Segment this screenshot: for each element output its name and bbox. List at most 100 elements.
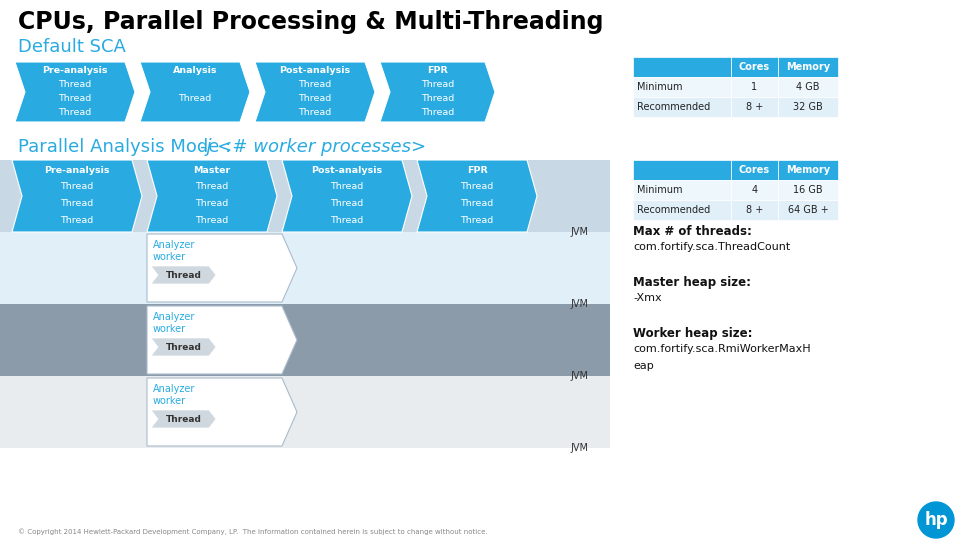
Text: Recommended: Recommended xyxy=(637,205,710,215)
Text: Memory: Memory xyxy=(786,165,830,175)
Bar xyxy=(731,160,778,180)
Polygon shape xyxy=(151,338,216,356)
Text: JVM: JVM xyxy=(570,371,588,381)
Text: Thread: Thread xyxy=(165,342,202,352)
Text: Thread: Thread xyxy=(60,183,94,191)
Text: Post-analysis: Post-analysis xyxy=(311,166,383,174)
Text: © Copyright 2014 Hewlett-Packard Development Company, LP.  The information conta: © Copyright 2014 Hewlett-Packard Develop… xyxy=(18,528,488,535)
Text: Thread: Thread xyxy=(165,415,202,423)
Polygon shape xyxy=(147,306,297,374)
Text: 4 GB: 4 GB xyxy=(796,82,820,92)
Polygon shape xyxy=(147,160,277,232)
Bar xyxy=(731,77,778,97)
Text: Default SCA: Default SCA xyxy=(18,38,126,56)
Text: JVM: JVM xyxy=(570,227,588,237)
Text: FPR: FPR xyxy=(427,66,448,75)
Bar xyxy=(731,97,778,117)
Text: Thread: Thread xyxy=(60,199,94,208)
Text: worker: worker xyxy=(153,252,186,262)
Text: 32 GB: 32 GB xyxy=(793,102,823,112)
Text: Thread: Thread xyxy=(165,271,202,280)
Text: Cores: Cores xyxy=(739,62,770,72)
Bar xyxy=(633,57,731,77)
Text: Thread: Thread xyxy=(59,108,91,117)
Text: Thread: Thread xyxy=(196,216,228,225)
Text: Thread: Thread xyxy=(196,183,228,191)
Text: Post-analysis: Post-analysis xyxy=(279,66,350,75)
Bar xyxy=(778,200,838,220)
Text: -Xmx: -Xmx xyxy=(633,293,661,303)
Polygon shape xyxy=(140,62,250,122)
Text: Analyzer: Analyzer xyxy=(153,240,196,250)
Text: 4: 4 xyxy=(752,185,757,195)
Text: Minimum: Minimum xyxy=(637,82,683,92)
Bar xyxy=(731,180,778,200)
Circle shape xyxy=(918,502,954,538)
Polygon shape xyxy=(255,62,375,122)
Text: Thread: Thread xyxy=(196,199,228,208)
Text: FPR: FPR xyxy=(467,166,488,174)
Bar xyxy=(778,180,838,200)
Bar xyxy=(0,304,610,376)
Text: Analysis: Analysis xyxy=(173,66,217,75)
Bar xyxy=(0,160,610,448)
Text: Analyzer: Analyzer xyxy=(153,384,196,394)
Text: Thread: Thread xyxy=(299,94,331,103)
Polygon shape xyxy=(147,378,297,446)
Text: Thread: Thread xyxy=(299,80,331,89)
Text: 1: 1 xyxy=(752,82,757,92)
Text: Thread: Thread xyxy=(59,94,91,103)
Text: Thread: Thread xyxy=(461,183,493,191)
Polygon shape xyxy=(151,410,216,428)
Text: JVM: JVM xyxy=(570,299,588,309)
Text: Thread: Thread xyxy=(420,108,454,117)
Text: Pre-analysis: Pre-analysis xyxy=(42,66,108,75)
Text: 8 +: 8 + xyxy=(746,102,763,112)
Text: Thread: Thread xyxy=(59,80,91,89)
Text: Thread: Thread xyxy=(461,199,493,208)
Text: Cores: Cores xyxy=(739,165,770,175)
Text: Thread: Thread xyxy=(420,80,454,89)
Bar xyxy=(633,77,731,97)
Bar xyxy=(0,232,610,304)
Text: Worker heap size:: Worker heap size: xyxy=(633,327,753,340)
Text: Analyzer: Analyzer xyxy=(153,312,196,322)
Text: com.fortify.sca.ThreadCount: com.fortify.sca.ThreadCount xyxy=(633,242,790,252)
Text: Thread: Thread xyxy=(179,94,211,103)
Text: -j <# worker processes>: -j <# worker processes> xyxy=(200,138,426,156)
Polygon shape xyxy=(151,266,216,284)
Text: CPUs, Parallel Processing & Multi-Threading: CPUs, Parallel Processing & Multi-Thread… xyxy=(18,10,604,34)
Bar xyxy=(633,180,731,200)
Bar xyxy=(633,200,731,220)
Bar xyxy=(633,97,731,117)
Polygon shape xyxy=(282,160,412,232)
Bar xyxy=(778,97,838,117)
Text: Thread: Thread xyxy=(330,216,364,225)
Text: Max # of threads:: Max # of threads: xyxy=(633,225,752,238)
Bar xyxy=(778,57,838,77)
Text: Thread: Thread xyxy=(330,199,364,208)
Text: hp: hp xyxy=(924,511,948,529)
Text: Recommended: Recommended xyxy=(637,102,710,112)
Text: eap: eap xyxy=(633,361,654,371)
Text: worker: worker xyxy=(153,324,186,334)
Bar xyxy=(778,77,838,97)
Text: Thread: Thread xyxy=(461,216,493,225)
Text: Master heap size:: Master heap size: xyxy=(633,276,751,289)
Text: 16 GB: 16 GB xyxy=(793,185,823,195)
Bar xyxy=(778,160,838,180)
Text: JVM: JVM xyxy=(570,443,588,453)
Text: Thread: Thread xyxy=(60,216,94,225)
Bar xyxy=(0,376,610,448)
Text: 8 +: 8 + xyxy=(746,205,763,215)
Text: com.fortify.sca.RmiWorkerMaxH: com.fortify.sca.RmiWorkerMaxH xyxy=(633,344,810,354)
Bar xyxy=(633,160,731,180)
Polygon shape xyxy=(12,160,142,232)
Text: Thread: Thread xyxy=(330,183,364,191)
Text: Pre-analysis: Pre-analysis xyxy=(44,166,109,174)
Polygon shape xyxy=(417,160,537,232)
Polygon shape xyxy=(15,62,135,122)
Text: Minimum: Minimum xyxy=(637,185,683,195)
Text: worker: worker xyxy=(153,396,186,406)
Polygon shape xyxy=(147,234,297,302)
